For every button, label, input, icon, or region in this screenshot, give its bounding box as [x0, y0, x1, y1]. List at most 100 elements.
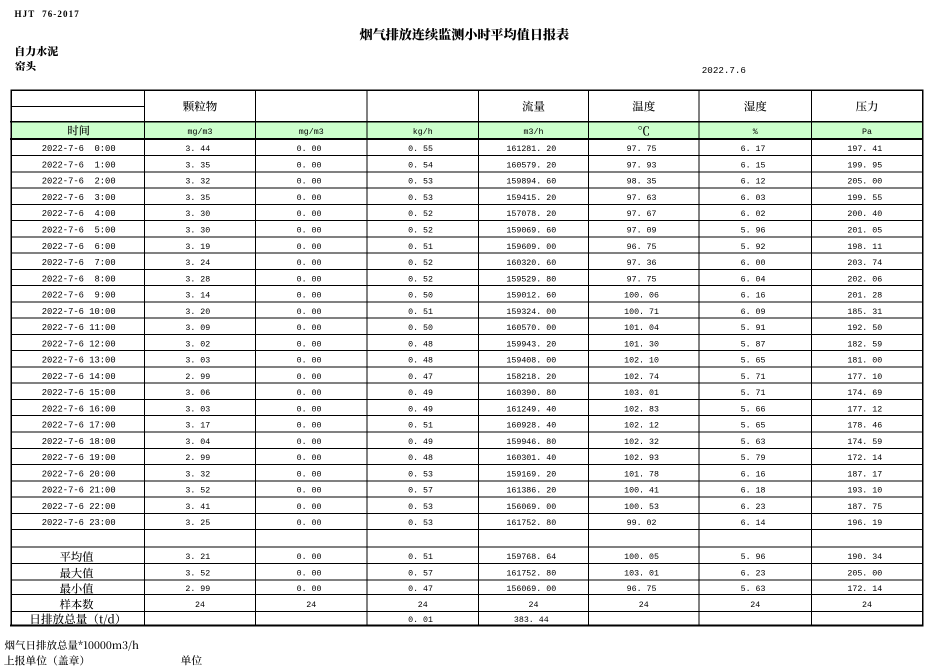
svg-text:102. 93: 102. 93: [624, 454, 659, 463]
svg-text:2022-7-6 1:00: 2022-7-6 1:00: [42, 160, 116, 170]
svg-text:0. 47: 0. 47: [408, 585, 433, 594]
svg-text:76-2017: 76-2017: [42, 9, 80, 19]
svg-text:102. 12: 102. 12: [624, 422, 659, 431]
svg-text:6. 23: 6. 23: [741, 503, 766, 512]
svg-text:3. 44: 3. 44: [185, 145, 210, 154]
svg-text:3. 32: 3. 32: [185, 470, 210, 479]
svg-text:2022-7-6 23:00: 2022-7-6 23:00: [42, 518, 116, 528]
svg-text:3. 35: 3. 35: [185, 161, 210, 170]
svg-text:0. 49: 0. 49: [408, 405, 433, 414]
svg-text:6. 04: 6. 04: [741, 275, 766, 284]
svg-text:6. 02: 6. 02: [741, 210, 766, 219]
svg-text:0. 52: 0. 52: [408, 210, 433, 219]
svg-text:182. 59: 182. 59: [847, 340, 882, 349]
svg-text:159946. 80: 159946. 80: [506, 438, 556, 447]
svg-text:0. 51: 0. 51: [408, 243, 433, 252]
svg-text:0. 53: 0. 53: [408, 470, 433, 479]
svg-text:158218. 20: 158218. 20: [506, 373, 556, 382]
svg-text:2022-7-6 2:00: 2022-7-6 2:00: [42, 177, 116, 187]
svg-text:205. 00: 205. 00: [847, 178, 882, 187]
svg-text:2022-7-6 9:00: 2022-7-6 9:00: [42, 291, 116, 301]
svg-text:96. 75: 96. 75: [627, 585, 657, 594]
svg-text:24: 24: [195, 601, 205, 610]
svg-text:0. 01: 0. 01: [408, 616, 433, 625]
svg-text:97. 93: 97. 93: [627, 161, 657, 170]
svg-text:161249. 40: 161249. 40: [506, 405, 556, 414]
svg-text:0. 54: 0. 54: [408, 161, 433, 170]
svg-text:0. 49: 0. 49: [408, 389, 433, 398]
svg-text:102. 32: 102. 32: [624, 438, 659, 447]
svg-text:5. 96: 5. 96: [741, 553, 766, 562]
svg-text:0. 49: 0. 49: [408, 438, 433, 447]
svg-text:24: 24: [639, 601, 649, 610]
svg-text:97. 09: 97. 09: [627, 226, 657, 235]
svg-text:6. 15: 6. 15: [741, 161, 766, 170]
svg-text:5. 65: 5. 65: [741, 422, 766, 431]
svg-text:2022-7-6 6:00: 2022-7-6 6:00: [42, 242, 116, 252]
svg-text:0. 00: 0. 00: [297, 519, 322, 528]
svg-text:HJT: HJT: [15, 9, 36, 19]
svg-text:200. 40: 200. 40: [847, 210, 882, 219]
svg-text:192. 50: 192. 50: [847, 324, 882, 333]
svg-text:0. 00: 0. 00: [297, 194, 322, 203]
svg-text:3. 32: 3. 32: [185, 178, 210, 187]
svg-text:160579. 20: 160579. 20: [506, 161, 556, 170]
svg-text:0. 00: 0. 00: [297, 438, 322, 447]
svg-text:6. 00: 6. 00: [741, 259, 766, 268]
svg-text:2022-7-6 18:00: 2022-7-6 18:00: [42, 437, 116, 447]
svg-text:3. 02: 3. 02: [185, 340, 210, 349]
svg-text:2022-7-6 7:00: 2022-7-6 7:00: [42, 258, 116, 268]
svg-text:102. 74: 102. 74: [624, 373, 659, 382]
svg-text:6. 17: 6. 17: [741, 145, 766, 154]
svg-text:0. 53: 0. 53: [408, 519, 433, 528]
svg-text:101. 04: 101. 04: [624, 324, 659, 333]
svg-text:6. 09: 6. 09: [741, 308, 766, 317]
svg-text:0. 48: 0. 48: [408, 340, 433, 349]
svg-text:97. 75: 97. 75: [627, 275, 657, 284]
svg-text:0. 00: 0. 00: [297, 340, 322, 349]
svg-text:2. 99: 2. 99: [185, 373, 210, 382]
svg-text:172. 14: 172. 14: [847, 454, 882, 463]
svg-text:5. 87: 5. 87: [741, 340, 766, 349]
svg-text:0. 00: 0. 00: [297, 389, 322, 398]
svg-text:0. 53: 0. 53: [408, 178, 433, 187]
svg-text:0. 00: 0. 00: [297, 275, 322, 284]
svg-text:2022.7.6: 2022.7.6: [702, 65, 746, 76]
svg-text:0. 52: 0. 52: [408, 226, 433, 235]
svg-text:199. 55: 199. 55: [847, 194, 882, 203]
svg-text:3. 52: 3. 52: [185, 570, 210, 579]
svg-text:181. 00: 181. 00: [847, 357, 882, 366]
svg-text:0. 00: 0. 00: [297, 226, 322, 235]
svg-text:185. 31: 185. 31: [847, 308, 882, 317]
svg-text:159943. 20: 159943. 20: [506, 340, 556, 349]
svg-text:6. 23: 6. 23: [741, 570, 766, 579]
svg-text:196. 19: 196. 19: [847, 519, 882, 528]
svg-text:187. 17: 187. 17: [847, 470, 882, 479]
svg-text:0. 00: 0. 00: [297, 243, 322, 252]
svg-text:0. 00: 0. 00: [297, 470, 322, 479]
svg-text:157078. 20: 157078. 20: [506, 210, 556, 219]
svg-text:5. 71: 5. 71: [741, 389, 766, 398]
svg-text:159609. 00: 159609. 00: [506, 243, 556, 252]
svg-text:6. 12: 6. 12: [741, 178, 766, 187]
svg-text:0. 55: 0. 55: [408, 145, 433, 154]
svg-text:177. 10: 177. 10: [847, 373, 882, 382]
svg-text:6. 03: 6. 03: [741, 194, 766, 203]
svg-text:3. 35: 3. 35: [185, 194, 210, 203]
svg-text:100. 41: 100. 41: [624, 487, 659, 496]
svg-text:0. 00: 0. 00: [297, 570, 322, 579]
svg-text:2022-7-6 3:00: 2022-7-6 3:00: [42, 193, 116, 203]
svg-text:mg/m3: mg/m3: [188, 127, 213, 137]
svg-text:0. 00: 0. 00: [297, 161, 322, 170]
svg-text:2022-7-6 11:00: 2022-7-6 11:00: [42, 323, 116, 333]
svg-text:160301. 40: 160301. 40: [506, 454, 556, 463]
svg-text:0. 51: 0. 51: [408, 553, 433, 562]
svg-text:0. 51: 0. 51: [408, 308, 433, 317]
svg-text:5. 79: 5. 79: [741, 454, 766, 463]
svg-text:96. 75: 96. 75: [627, 243, 657, 252]
svg-text:24: 24: [750, 601, 760, 610]
svg-text:3. 17: 3. 17: [185, 422, 210, 431]
svg-text:3. 03: 3. 03: [185, 405, 210, 414]
svg-text:103. 01: 103. 01: [624, 570, 659, 579]
svg-text:3. 30: 3. 30: [185, 210, 210, 219]
